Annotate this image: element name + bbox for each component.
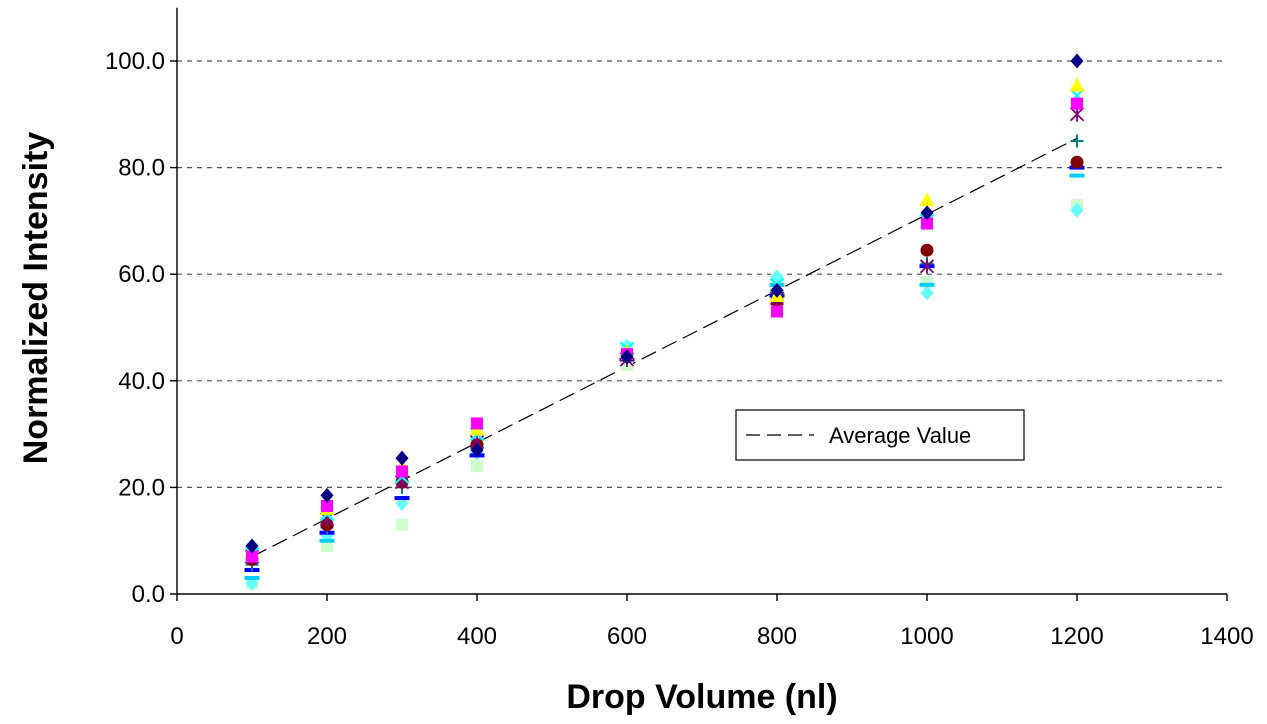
data-point <box>470 442 484 458</box>
y-tick-label: 100.0 <box>105 48 165 75</box>
x-tick-label: 600 <box>607 623 647 650</box>
data-point <box>471 460 483 473</box>
axes <box>170 7 1228 601</box>
x-tick-label: 1000 <box>900 623 953 650</box>
x-tick-label: 0 <box>170 623 183 650</box>
data-point <box>1069 77 1085 92</box>
data-point <box>920 205 934 221</box>
y-axis-title: Normalized Intensity <box>17 132 55 465</box>
legend-box <box>735 409 1025 461</box>
x-tick-label: 1200 <box>1050 623 1103 650</box>
y-tick-labels: 0.0 20.0 40.0 60.0 80.0 100.0 <box>105 48 165 608</box>
data-point <box>620 349 634 365</box>
average-line <box>251 137 1078 558</box>
x-axis-title: Drop Volume (nl) <box>566 678 837 716</box>
x-tick-label: 400 <box>457 623 497 650</box>
data-point <box>246 550 258 563</box>
y-tick-label: 60.0 <box>118 261 165 288</box>
data-point <box>921 217 933 230</box>
data-point <box>919 192 935 207</box>
y-tick-label: 80.0 <box>118 155 165 182</box>
data-point <box>919 282 935 287</box>
x-tick-label: 1400 <box>1200 623 1253 650</box>
data-point <box>919 258 935 274</box>
data-point <box>1071 97 1083 110</box>
x-tick-label: 200 <box>307 623 347 650</box>
data-point <box>394 496 410 501</box>
x-tick-labels: 0 200 400 600 800 1000 1200 1400 <box>170 623 1253 650</box>
data-point <box>1070 134 1084 148</box>
data-point <box>396 465 408 478</box>
data-point <box>320 487 334 503</box>
data-point <box>395 450 409 466</box>
x-tick-label: 800 <box>757 623 797 650</box>
y-tick-label: 20.0 <box>118 474 165 501</box>
data-points <box>244 53 1085 591</box>
average-value-line <box>251 137 1078 558</box>
legend: Average Value <box>735 409 1025 461</box>
data-point <box>244 576 260 581</box>
data-point <box>396 518 408 531</box>
y-tick-label: 0.0 <box>132 581 165 608</box>
data-point <box>771 305 783 318</box>
data-point <box>245 538 259 554</box>
data-point <box>471 417 483 430</box>
data-point <box>1070 202 1084 218</box>
data-point <box>770 282 784 298</box>
data-point <box>1070 53 1084 69</box>
data-point <box>920 243 934 257</box>
data-point <box>1070 155 1084 169</box>
data-point <box>321 500 333 513</box>
data-point <box>321 540 333 553</box>
legend-label: Average Value <box>829 423 971 448</box>
y-tick-label: 40.0 <box>118 368 165 395</box>
data-point <box>920 285 934 301</box>
gridlines <box>177 60 1227 488</box>
data-point <box>319 538 335 543</box>
data-point <box>1069 173 1085 178</box>
